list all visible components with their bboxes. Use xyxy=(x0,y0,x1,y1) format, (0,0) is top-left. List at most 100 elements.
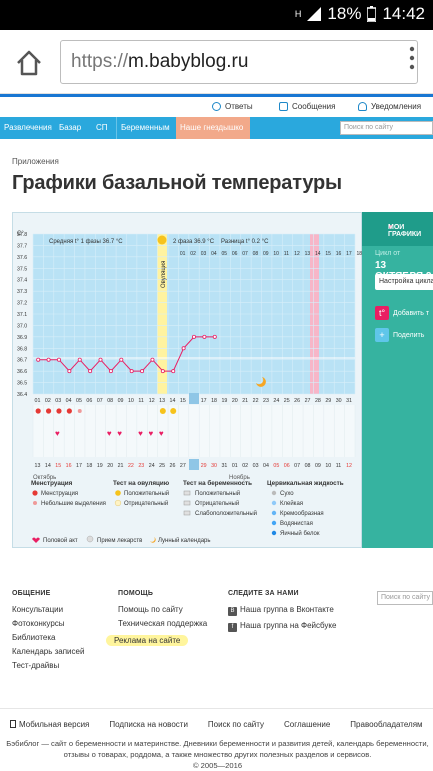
my-charts-header[interactable]: ♥ МОИ ГРАФИКИ xyxy=(362,212,433,246)
spotting-drop-icon xyxy=(33,501,37,505)
legend-meds: Прием лекарств xyxy=(97,538,142,544)
spotting-drop xyxy=(78,409,82,413)
y-tick-label: 37.8 xyxy=(17,232,27,238)
footer-description: Бэбиблог — сайт о беременности и материн… xyxy=(5,738,430,771)
home-icon[interactable] xyxy=(14,48,44,78)
legend-pr-negative: Отрицательный xyxy=(195,500,239,507)
cycle-day-label: 31 xyxy=(346,398,352,404)
legend-mucus-egg: Яичный белок xyxy=(280,530,320,537)
date-label: 26 xyxy=(170,463,176,469)
menstruation-drop xyxy=(46,408,51,413)
mucus-creamy-icon xyxy=(272,511,276,515)
url-scheme: https:// xyxy=(71,51,128,73)
footer-search-input[interactable]: Поиск по сайту xyxy=(377,591,433,605)
legend-ov-positive: Положительный xyxy=(124,490,169,497)
footer-link-library[interactable]: Библиотека xyxy=(12,633,84,642)
answers-link[interactable]: Ответы xyxy=(212,102,253,111)
ovulation-test-positive xyxy=(160,408,166,414)
footer-follow-title: СЛЕДИТЕ ЗА НАМИ xyxy=(228,590,336,597)
sex-heart: ♥ xyxy=(55,429,60,438)
footer-help-title: ПОМОЩЬ xyxy=(118,590,207,597)
phase2-label: 2 фаза 36.9 °C xyxy=(173,239,215,245)
more-menu-icon[interactable] xyxy=(409,46,415,70)
date-label: 06 xyxy=(284,463,290,469)
date-label: 16 xyxy=(66,463,72,469)
vk-label: Наша группа в Вконтакте xyxy=(240,605,334,614)
nav-sp[interactable]: СП xyxy=(92,117,112,139)
messages-link[interactable]: Сообщения xyxy=(279,102,335,111)
date-label: 13 xyxy=(35,463,41,469)
nav-entertainment[interactable]: Развлечения xyxy=(0,117,56,139)
footer-agreement-link[interactable]: Соглашение xyxy=(284,720,330,729)
cycle-day-label: 26 xyxy=(294,398,300,404)
breadcrumb[interactable]: Приложения xyxy=(12,157,59,166)
temperature-point xyxy=(68,370,71,373)
pill-icon xyxy=(87,536,93,542)
footer-link-test-drives[interactable]: Тест-драйвы xyxy=(12,661,84,670)
highlight-day-box xyxy=(189,393,199,404)
cycle-day-label: 19 xyxy=(221,398,227,404)
charts-sidebar: ♥ МОИ ГРАФИКИ Цикл от 13 ОКТЯБРЯ 2 Настр… xyxy=(362,212,433,548)
share-button[interactable]: + Поделить xyxy=(375,326,433,344)
add-temperature-button[interactable]: t° Добавить т xyxy=(375,304,433,322)
footer-link-calendar[interactable]: Календарь записей xyxy=(12,647,84,656)
top-day-label: 01 xyxy=(180,251,186,257)
my-charts-label: МОИ ГРАФИКИ xyxy=(388,224,433,238)
date-label: 19 xyxy=(97,463,103,469)
nav-bazaar[interactable]: Базар xyxy=(55,117,85,139)
cycle-day-label: 20 xyxy=(232,398,238,404)
ovulation-test-positive xyxy=(170,408,176,414)
footer-link-photo-contests[interactable]: Фотоконкурсы xyxy=(12,619,84,628)
bbt-chart[interactable]: C° 37.837.737.637.537.437.337.237.137.03… xyxy=(13,213,363,549)
notifications-link[interactable]: Уведомления xyxy=(358,102,421,111)
temperature-point xyxy=(172,370,175,373)
y-tick-label: 37.3 xyxy=(17,289,27,295)
footer-link-consultations[interactable]: Консультации xyxy=(12,605,84,614)
footer-mobile-link[interactable]: Мобильная версия xyxy=(10,720,89,729)
footer-rights-link[interactable]: Правообладателям xyxy=(350,720,422,729)
temperature-point xyxy=(130,370,133,373)
mobile-icon xyxy=(10,720,16,728)
menstruation-drop xyxy=(56,408,61,413)
legend-mucus-sticky: Клейкая xyxy=(280,500,303,507)
date-label: 18 xyxy=(86,463,92,469)
footer-newsletter-link[interactable]: Подписка на новости xyxy=(109,720,188,729)
legend-mucus-dry: Сухо xyxy=(280,491,294,497)
cycle-day-label: 08 xyxy=(107,398,113,404)
address-bar[interactable]: https://m.babyblog.ru xyxy=(60,40,418,84)
temperature-point xyxy=(120,358,123,361)
footer-link-support[interactable]: Техническая поддержка xyxy=(118,619,207,628)
top-day-label: 07 xyxy=(242,251,248,257)
top-day-label: 04 xyxy=(211,251,217,257)
y-tick-label: 37.6 xyxy=(17,255,27,261)
footer: ОБЩЕНИЕ Консультации Фотоконкурсы Библио… xyxy=(0,578,433,770)
top-day-label: 13 xyxy=(305,251,311,257)
footer-link-advertising[interactable]: Реклама на сайте xyxy=(106,635,188,646)
footer-search-link[interactable]: Поиск по сайту xyxy=(208,720,264,729)
cycle-day-label: 09 xyxy=(118,398,124,404)
mucus-dry-icon xyxy=(272,491,276,495)
footer-help: ПОМОЩЬ Помощь по сайту Техническая подде… xyxy=(118,590,207,650)
nav-nest[interactable]: Наше гнездышко xyxy=(176,117,250,139)
temperature-point xyxy=(151,358,154,361)
top-day-label: 03 xyxy=(201,251,207,257)
menstruation-drop xyxy=(36,408,41,413)
top-search-input[interactable]: Поиск по сайту xyxy=(340,121,433,135)
top-day-label: 12 xyxy=(294,251,300,257)
cycle-day-label: 02 xyxy=(45,398,51,404)
date-label: 11 xyxy=(336,463,342,469)
footer-link-help[interactable]: Помощь по сайту xyxy=(118,605,207,614)
cycle-day-label: 27 xyxy=(305,398,311,404)
footer-description-text: Бэбиблог — сайт о беременности и материн… xyxy=(6,739,428,759)
status-icons: H 18% 14:42 xyxy=(295,4,425,24)
status-bar: H 18% 14:42 xyxy=(0,0,433,30)
temperature-point xyxy=(182,347,185,350)
legend-prtest-title: Тест на беременность xyxy=(183,479,252,487)
nav-pregnant[interactable]: Беременным xyxy=(116,117,174,139)
cycle-settings-button[interactable]: Настройка цикла xyxy=(375,274,433,290)
top-day-label: 15 xyxy=(325,251,331,257)
menstruation-drop-icon xyxy=(32,490,37,495)
phase1-label: Средняя t° 1 фазы 36.7 °C xyxy=(49,239,123,245)
